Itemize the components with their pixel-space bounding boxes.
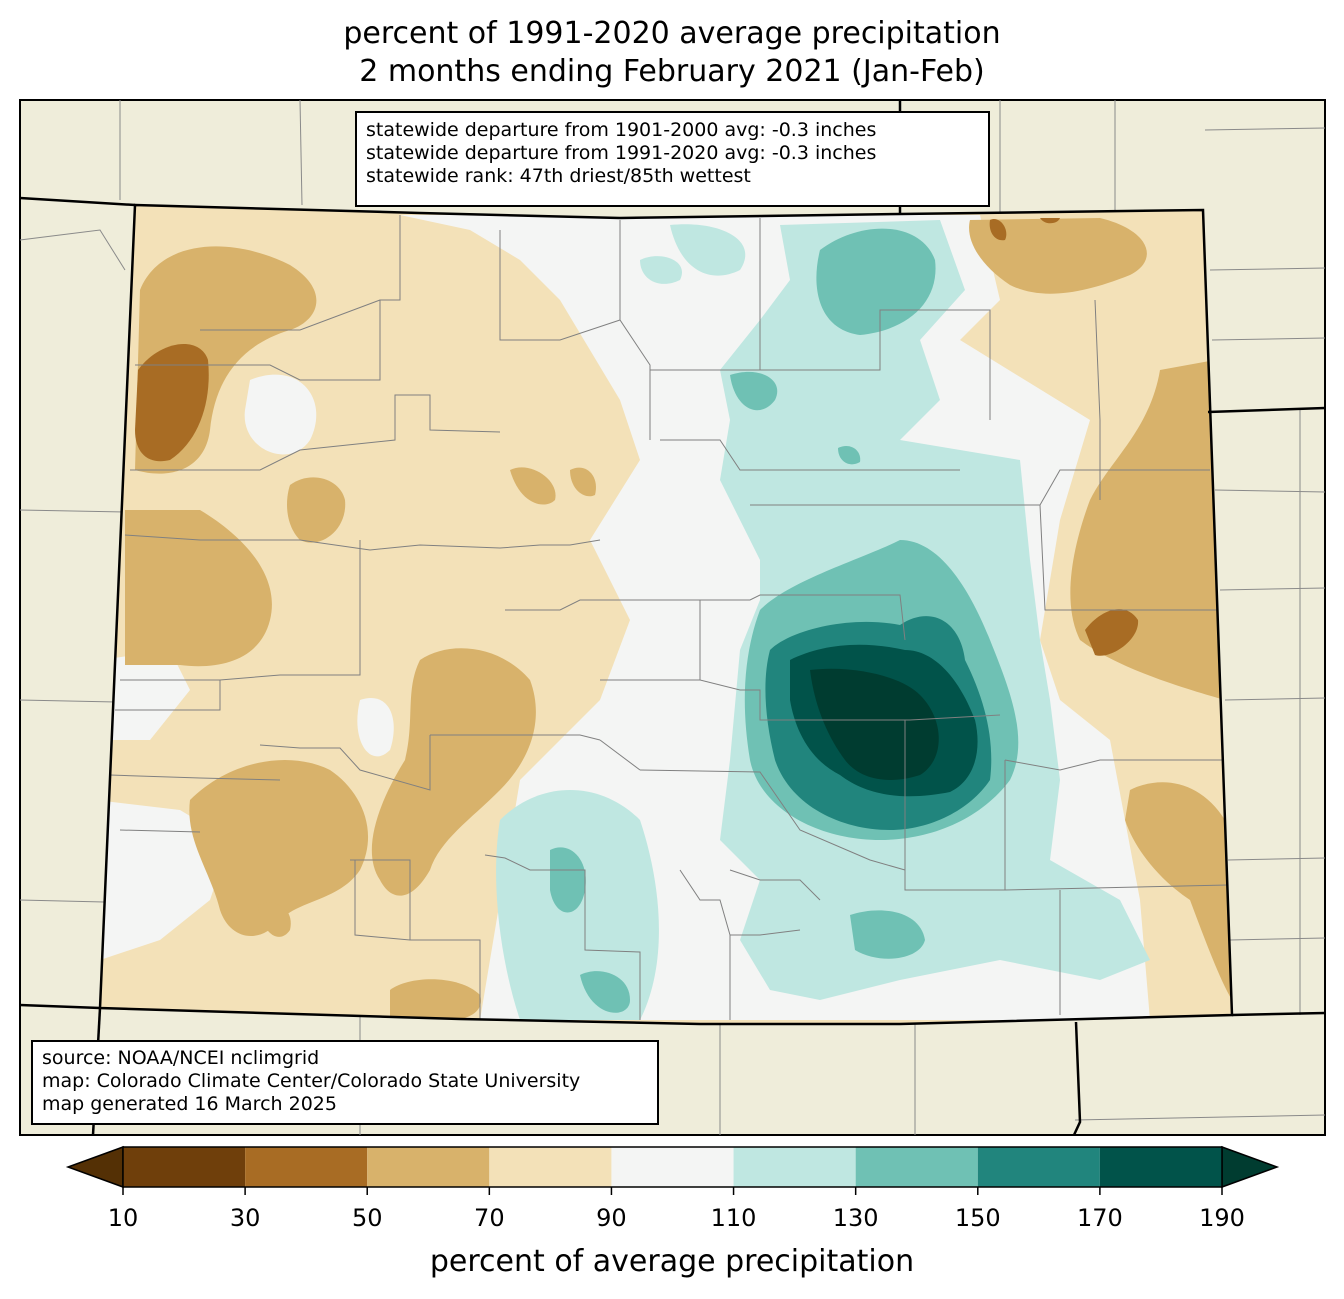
band-90-110-nw bbox=[244, 374, 317, 455]
band-130-150-sw2 bbox=[580, 971, 630, 1013]
colorbar-label: percent of average precipitation bbox=[429, 1244, 915, 1279]
colorbar-bin-150-170 bbox=[977, 1147, 1100, 1187]
band-110-130-ne2 bbox=[640, 256, 682, 284]
stats-departure-1991-2020: statewide departure from 1991-2020 avg: … bbox=[366, 142, 877, 164]
credits-source: source: NOAA/NCEI nclimgrid bbox=[42, 1047, 320, 1069]
colorbar-tick-label: 170 bbox=[1076, 1204, 1123, 1232]
colorbar-bin-130-150 bbox=[855, 1147, 978, 1187]
colorbar-extend-under bbox=[65, 1145, 124, 1189]
band-50-70-west bbox=[125, 510, 272, 667]
colorbar-tick-label: 190 bbox=[1199, 1204, 1245, 1232]
map-title-line2: 2 months ending February 2021 (Jan-Feb) bbox=[359, 54, 985, 89]
colorbar-bin-70-90 bbox=[489, 1147, 612, 1187]
credits-generated-date: map generated 16 March 2025 bbox=[42, 1093, 337, 1115]
band-50-70-southwest bbox=[189, 760, 369, 937]
colorbar-bin-110-130 bbox=[733, 1147, 856, 1187]
colorbar bbox=[65, 1145, 1280, 1195]
neighbor-county-lines bbox=[19, 99, 1326, 1135]
colorbar-tick-label: 70 bbox=[474, 1204, 505, 1232]
colorbar-bin-170-190 bbox=[1099, 1147, 1222, 1187]
band-130-150-mid bbox=[730, 371, 778, 411]
colorbar-tick-label: 110 bbox=[710, 1204, 757, 1232]
band-130-150-sw bbox=[550, 847, 586, 913]
colorbar-bin-90-110 bbox=[611, 1147, 734, 1187]
band-30-50-east bbox=[1085, 609, 1139, 656]
colorbar-extend-over bbox=[1221, 1145, 1280, 1189]
band-130-150-south bbox=[850, 910, 925, 959]
band-50-70-south bbox=[390, 979, 481, 1020]
county-lines bbox=[109, 215, 1231, 1020]
band-30-50-ne-small bbox=[1040, 218, 1060, 224]
stats-rank: statewide rank: 47th driest/85th wettest bbox=[366, 165, 751, 187]
colorbar-tick-label: 50 bbox=[351, 1204, 383, 1232]
credits-box: source: NOAA/NCEI nclimgrid map: Colorad… bbox=[31, 1040, 659, 1125]
band-50-70-small-1 bbox=[510, 467, 556, 505]
band-130-150-small bbox=[838, 445, 861, 465]
band-30-50-northeast bbox=[989, 219, 1007, 241]
colorbar-tick-label: 30 bbox=[229, 1204, 261, 1232]
precipitation-field bbox=[100, 205, 1232, 1024]
band-90-110-sw-pocket bbox=[357, 698, 394, 757]
statewide-stats-box: statewide departure from 1901-2000 avg: … bbox=[355, 111, 990, 207]
stats-departure-1901-2000: statewide departure from 1901-2000 avg: … bbox=[366, 119, 877, 141]
band-130-150-north bbox=[816, 228, 936, 335]
band-50-70-northeast bbox=[969, 218, 1147, 294]
band-50-70-center-west bbox=[287, 477, 346, 543]
colorbar-bin-10-30 bbox=[123, 1147, 246, 1187]
band-30-50-northwest bbox=[135, 343, 209, 462]
band-110-130-ne bbox=[670, 224, 746, 276]
band-50-70-small-3 bbox=[258, 902, 291, 937]
colorbar-tick-label: 150 bbox=[954, 1204, 1001, 1232]
colorbar-tick-label: 130 bbox=[832, 1204, 879, 1232]
colorbar-tick-label: 90 bbox=[596, 1204, 627, 1232]
colorbar-tick-label: 10 bbox=[107, 1204, 139, 1232]
colorbar-bin-50-70 bbox=[367, 1147, 490, 1187]
band-50-70-southeast bbox=[1125, 782, 1232, 1000]
band-over-190-center bbox=[810, 668, 939, 780]
band-50-70-small-2 bbox=[570, 467, 596, 497]
credits-map-author: map: Colorado Climate Center/Colorado St… bbox=[42, 1070, 581, 1092]
map-title-line1: percent of 1991-2020 average precipitati… bbox=[343, 16, 1001, 51]
colorbar-bin-30-50 bbox=[245, 1147, 368, 1187]
band-50-70-south-central bbox=[371, 648, 536, 896]
colorbar-outline bbox=[122, 1146, 1223, 1188]
band-90-110-west bbox=[100, 650, 190, 740]
